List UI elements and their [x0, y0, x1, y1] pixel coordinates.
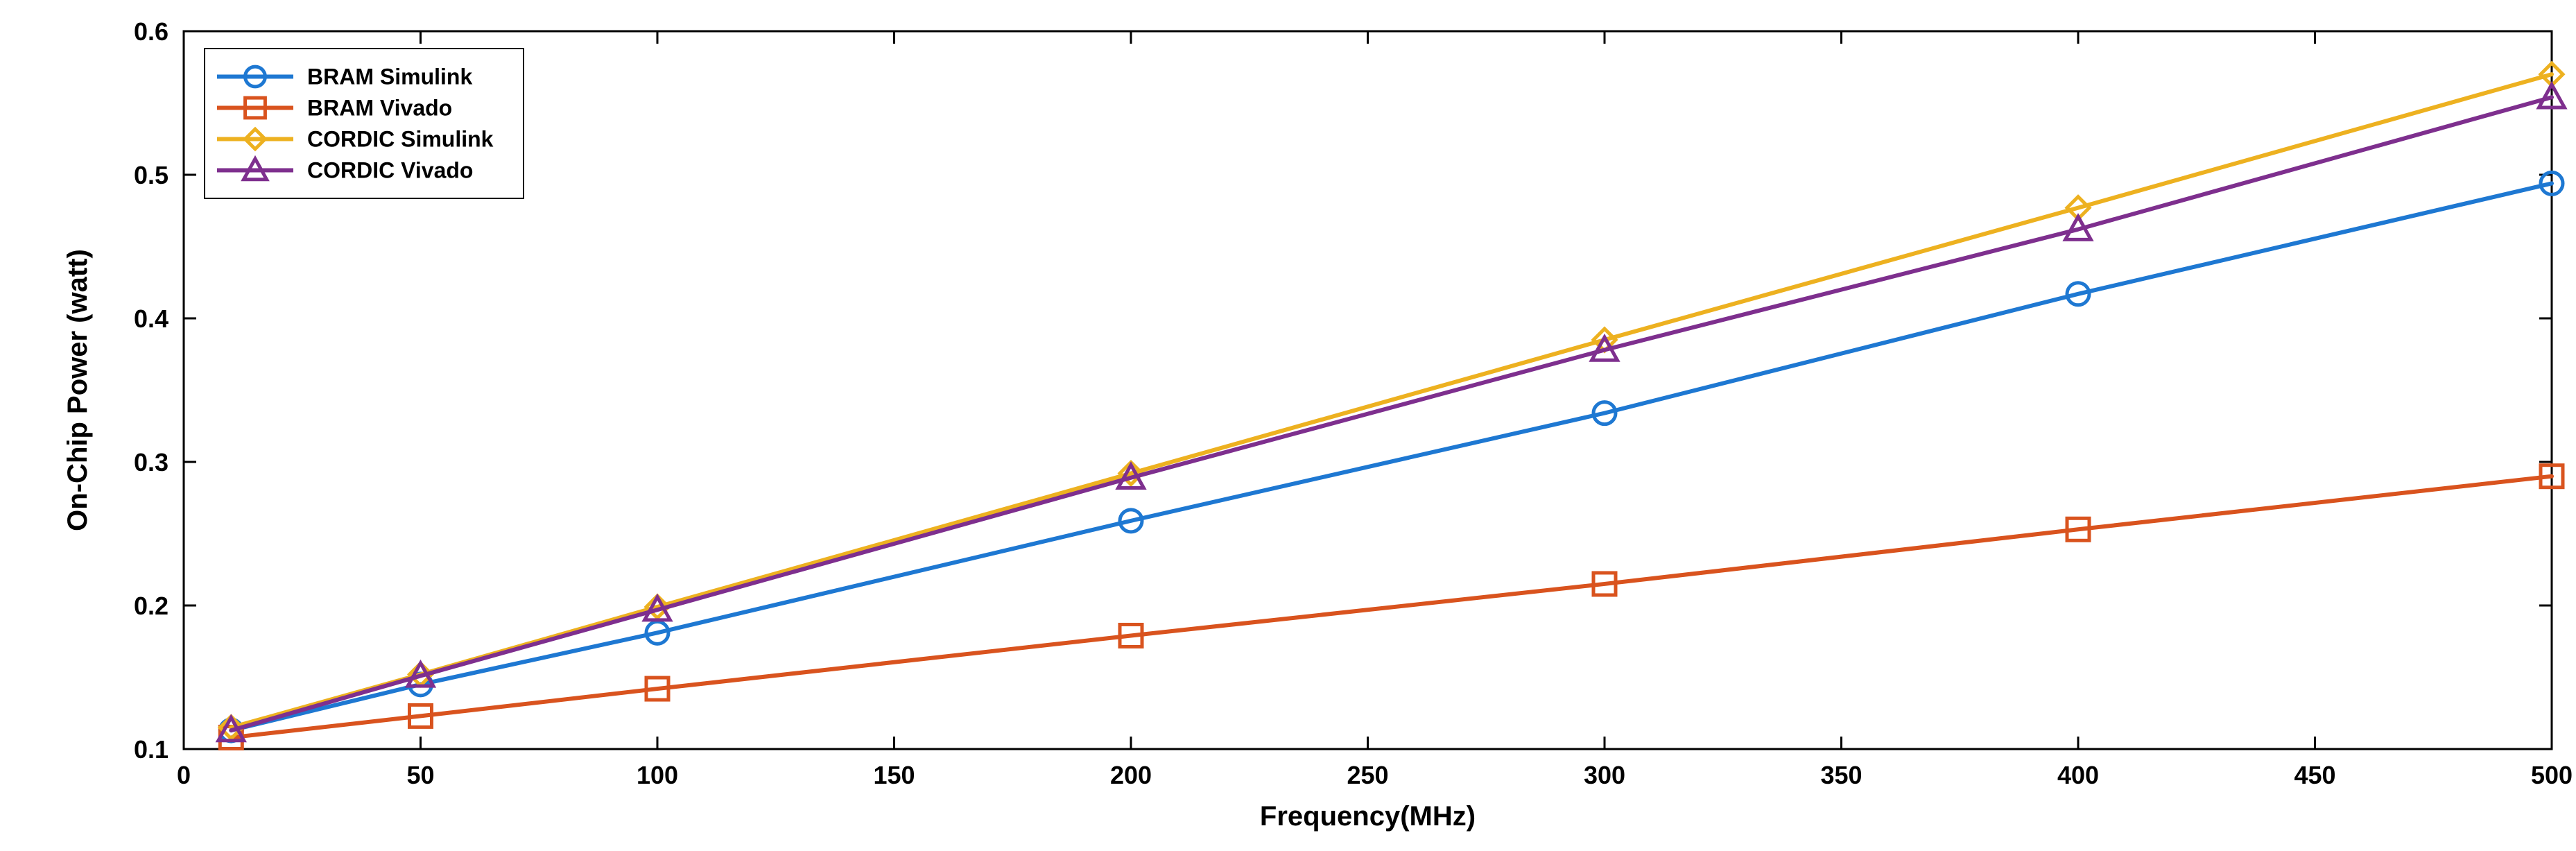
x-tick-label: 100	[637, 761, 678, 789]
x-tick-label: 450	[2294, 761, 2335, 789]
x-tick-label: 0	[177, 761, 191, 789]
y-tick-label: 0.1	[134, 735, 168, 764]
legend-item-label: CORDIC Simulink	[307, 127, 494, 152]
y-tick-label: 0.3	[134, 448, 168, 476]
x-tick-label: 200	[1110, 761, 1152, 789]
x-tick-label: 150	[873, 761, 915, 789]
legend-item-label: BRAM Vivado	[307, 96, 452, 121]
chart-svg: 0 50 100 150 200 250 300 350 400 450 500 0.1 0.2 0.3 0…	[0, 0, 2576, 851]
x-tick-label: 250	[1347, 761, 1388, 789]
legend-item-label: CORDIC Vivado	[307, 158, 473, 183]
x-axis-label: Frequency(MHz)	[1260, 801, 1476, 832]
legend-item-label: BRAM Simulink	[307, 65, 472, 89]
x-tick-label: 350	[1820, 761, 1862, 789]
series-cordic-vivado	[218, 85, 2565, 741]
series-bram-vivado	[220, 465, 2563, 749]
power-vs-frequency-chart: 0 50 100 150 200 250 300 350 400 450 500 0.1 0.2 0.3 0…	[0, 0, 2576, 851]
series-cordic-simulink	[220, 63, 2563, 739]
x-tick-label: 500	[2531, 761, 2573, 789]
x-tick-label: 300	[1584, 761, 1625, 789]
y-axis-label: On-Chip Power (watt)	[62, 249, 93, 531]
legend: BRAM Simulink BRAM Vivado CORDIC Simulink C…	[205, 49, 524, 198]
series-bram-simulink	[220, 172, 2563, 741]
y-tick-label: 0.5	[134, 161, 168, 189]
x-tick-label: 400	[2057, 761, 2099, 789]
y-tick-label: 0.6	[134, 17, 168, 46]
x-tick-label: 50	[406, 761, 434, 789]
y-tick-label: 0.4	[134, 304, 168, 333]
y-tick-label: 0.2	[134, 592, 168, 620]
